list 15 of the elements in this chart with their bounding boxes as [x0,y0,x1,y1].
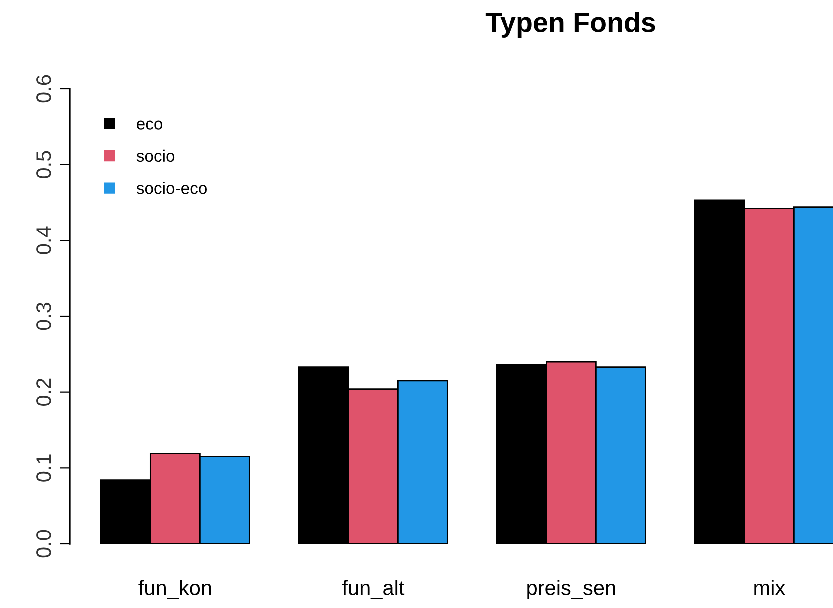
legend-label: eco [137,120,163,130]
y-tick-label: 0.4 [36,226,52,254]
chart-title: Typen Fonds [486,12,656,38]
x-tick-label: fun_alt [342,580,405,600]
y-tick-label: 0.6 [36,75,52,103]
legend-label: socio [136,150,175,162]
y-tick-label: 0.0 [36,530,52,558]
x-tick-label: preis_sen [528,580,616,600]
legend-label: socio-eco [136,182,207,194]
y-tick-label: 0.1 [36,454,52,482]
y-tick-label: 0.2 [36,378,52,406]
y-tick-label: 0.5 [36,151,52,178]
x-tick-label: mix [754,580,786,596]
y-tick-label: 0.3 [36,302,52,330]
x-tick-label: fun_kon [138,580,212,600]
